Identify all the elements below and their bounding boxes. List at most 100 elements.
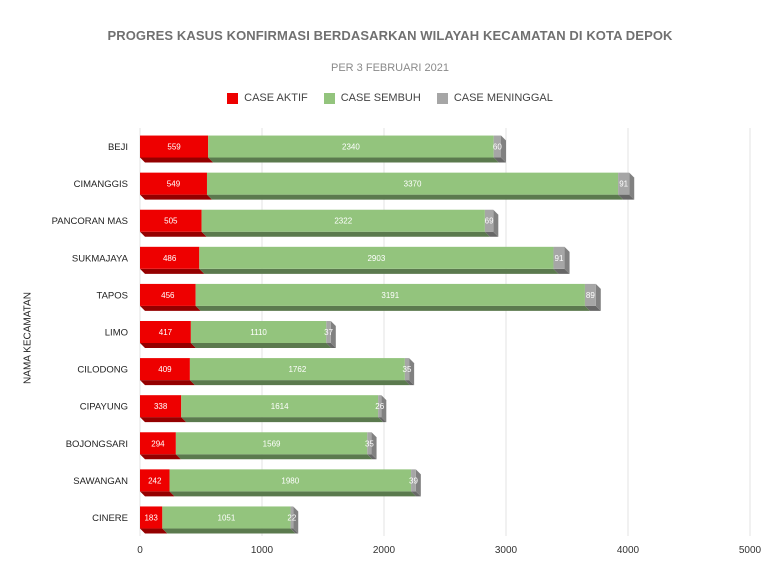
bar-bottom-face <box>162 528 296 534</box>
x-tick-label: 3000 <box>495 545 518 556</box>
data-label: 409 <box>158 365 172 374</box>
chart-subtitle: PER 3 FEBRUARI 2021 <box>331 62 449 74</box>
legend-item-sembuh: CASE SEMBUH <box>323 92 421 104</box>
data-label: 486 <box>163 254 177 263</box>
data-label: 1980 <box>281 476 299 485</box>
bar-segment <box>140 506 163 529</box>
bar-segment <box>181 395 379 418</box>
bar-segment <box>140 172 207 195</box>
data-label: 505 <box>164 217 178 226</box>
data-label: 39 <box>409 476 418 485</box>
bar-bottom-face <box>208 157 499 163</box>
bar-segment <box>189 358 405 381</box>
bar-segment <box>201 209 485 232</box>
bar-bottom-face <box>181 417 384 423</box>
bar-segment <box>404 358 410 381</box>
data-label: 2340 <box>342 143 360 152</box>
data-label: 294 <box>151 439 165 448</box>
bar-segment <box>484 209 494 232</box>
data-label: 69 <box>485 217 494 226</box>
bar-bottom-face <box>140 380 195 386</box>
data-label: 417 <box>159 328 173 337</box>
x-tick-label: 2000 <box>373 545 396 556</box>
bar-bottom-face <box>484 231 499 237</box>
data-label: 2322 <box>334 217 352 226</box>
bar-side-face <box>415 469 421 497</box>
bar-side-face <box>564 246 570 274</box>
bar-segment <box>140 358 190 381</box>
data-label: 1762 <box>288 365 306 374</box>
bar-segment <box>140 283 196 306</box>
bar-segment <box>290 506 294 529</box>
bar-bottom-face <box>206 194 624 200</box>
bar-segment <box>493 135 501 158</box>
category-label: BOJONGSARI <box>66 439 128 450</box>
data-label: 456 <box>161 291 175 300</box>
bar-side-face <box>629 172 635 200</box>
chart-title: PROGRES KASUS KONFIRMASI BERDASARKAN WIL… <box>107 28 673 43</box>
category-label: TAPOS <box>97 290 129 301</box>
data-label: 183 <box>144 513 158 522</box>
bar-bottom-face <box>404 380 415 386</box>
bar-segment <box>140 135 209 158</box>
bar-bottom-face <box>367 454 377 460</box>
legend-label-sembuh: CASE SEMBUH <box>340 92 421 104</box>
category-label: CIMANGGIS <box>74 179 128 190</box>
data-label: 549 <box>167 180 181 189</box>
bar-segment <box>618 172 630 195</box>
bar-segment <box>584 283 596 306</box>
bar-bottom-face <box>189 380 410 386</box>
x-tick-label: 1000 <box>251 545 274 556</box>
bar-bottom-face <box>169 491 417 497</box>
data-label: 91 <box>555 254 564 263</box>
legend-label-aktif: CASE AKTIF <box>244 92 308 104</box>
data-label: 242 <box>148 476 162 485</box>
bar-side-face <box>293 506 299 534</box>
bar-segment <box>140 209 202 232</box>
data-label: 35 <box>403 365 412 374</box>
data-label: 559 <box>167 143 181 152</box>
legend-swatch-meninggal <box>436 92 448 104</box>
category-label: CIPAYUNG <box>80 402 128 413</box>
bar-segment <box>162 506 291 529</box>
category-label: CILODONG <box>77 365 128 376</box>
bar-bottom-face <box>378 417 387 423</box>
bar-bottom-face <box>140 194 212 200</box>
data-label: 1051 <box>218 513 236 522</box>
bar-bottom-face <box>326 343 336 348</box>
x-tick-label: 5000 <box>739 545 762 556</box>
bar-segment <box>326 321 331 343</box>
bar-segment <box>175 432 368 455</box>
category-label: BEJI <box>108 142 128 153</box>
legend-item-meninggal: CASE MENINGGAL <box>436 92 553 104</box>
bar-segment <box>190 321 327 343</box>
bar-side-face <box>409 358 415 386</box>
bar-side-face <box>330 321 336 348</box>
bar-bottom-face <box>199 268 559 274</box>
data-label: 22 <box>287 513 296 522</box>
bar-segment <box>140 395 182 418</box>
bar-bottom-face <box>195 305 590 311</box>
category-label: LIMO <box>105 328 128 339</box>
bar-bottom-face <box>140 231 207 237</box>
bar-bottom-face <box>201 231 490 237</box>
bar-segment <box>367 432 372 455</box>
bar-bottom-face <box>584 305 601 311</box>
data-label: 60 <box>493 143 502 152</box>
data-label: 37 <box>324 328 333 337</box>
bar-bottom-face <box>493 157 506 163</box>
bar-segment <box>169 469 412 492</box>
data-label: 26 <box>375 402 384 411</box>
legend-swatch-sembuh <box>323 92 335 104</box>
bar-bottom-face <box>140 454 181 460</box>
x-tick-label: 4000 <box>617 545 640 556</box>
data-label: 3370 <box>404 180 422 189</box>
x-tick-label: 0 <box>137 545 143 556</box>
legend-swatch-aktif <box>227 92 239 104</box>
bar-side-face <box>500 135 506 163</box>
legend: CASE AKTIF CASE SEMBUH CASE MENINGGAL <box>0 92 780 104</box>
bar-side-face <box>595 283 601 311</box>
category-label: SAWANGAN <box>73 476 128 487</box>
data-label: 1614 <box>271 402 289 411</box>
